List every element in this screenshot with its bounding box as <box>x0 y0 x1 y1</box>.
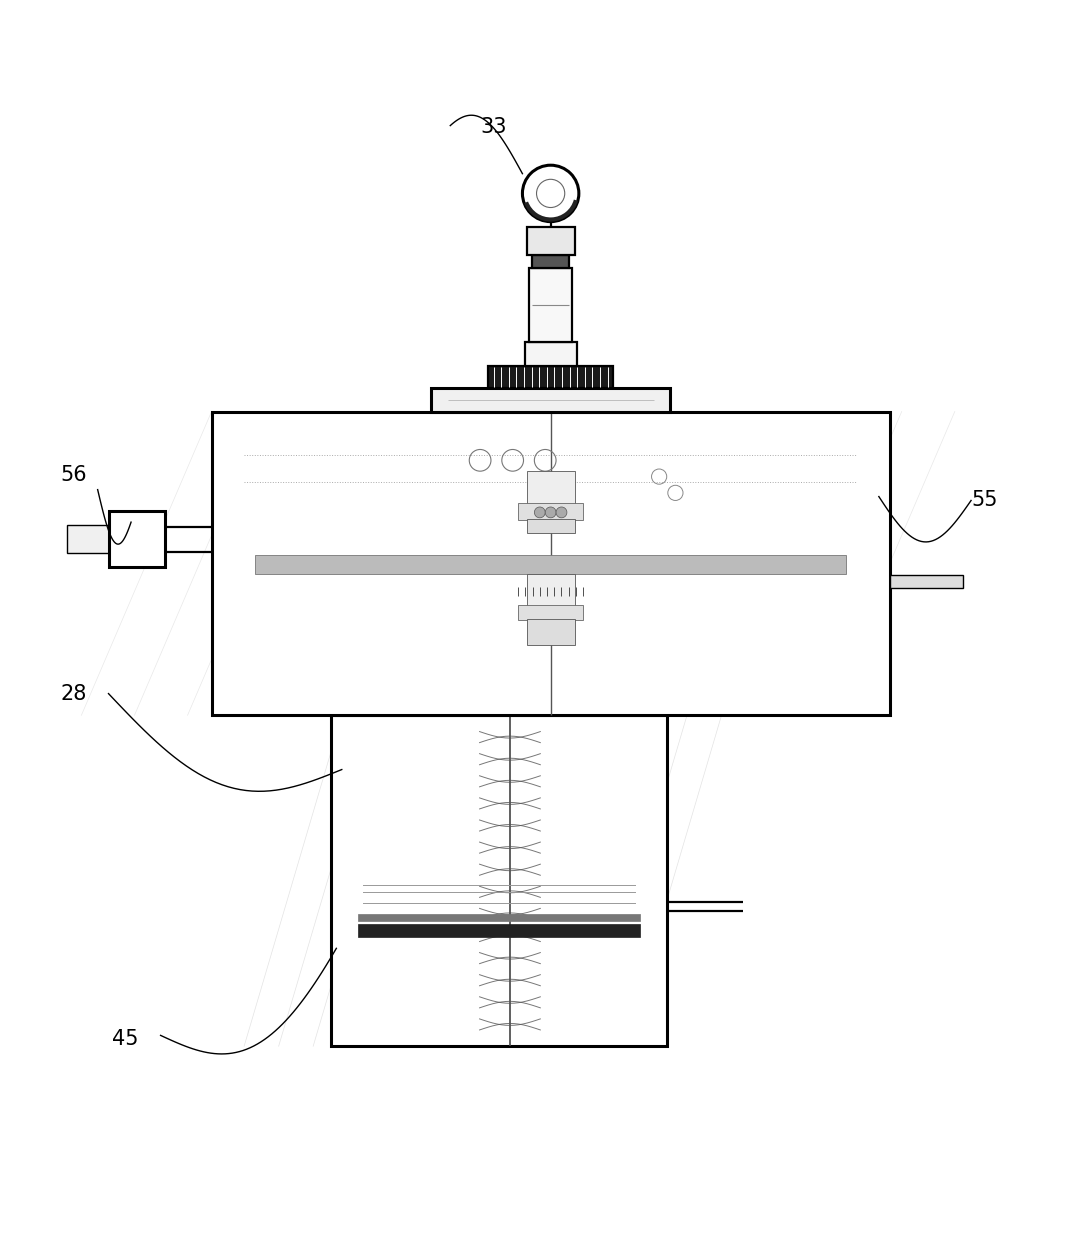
Bar <box>528 268 573 342</box>
Bar <box>526 228 575 255</box>
Bar <box>108 510 165 567</box>
Text: 33: 33 <box>481 117 507 137</box>
Bar <box>67 525 108 553</box>
Bar <box>358 914 640 920</box>
Bar <box>526 471 575 504</box>
Text: 56: 56 <box>61 465 87 485</box>
Bar <box>518 503 583 520</box>
Bar <box>526 618 575 645</box>
Circle shape <box>534 507 545 518</box>
Bar <box>331 715 667 1046</box>
Circle shape <box>545 507 556 518</box>
Text: 55: 55 <box>971 490 997 510</box>
Bar <box>532 255 569 268</box>
Bar <box>488 366 613 387</box>
Bar <box>255 554 846 574</box>
Bar <box>526 519 575 533</box>
Bar <box>525 342 577 366</box>
Bar <box>890 574 963 588</box>
Bar <box>518 605 583 620</box>
Bar <box>212 411 890 715</box>
Bar <box>358 924 640 936</box>
Text: 45: 45 <box>112 1029 138 1050</box>
Bar <box>431 387 669 411</box>
Circle shape <box>556 507 566 518</box>
Text: 28: 28 <box>61 685 87 704</box>
Bar <box>526 574 575 607</box>
